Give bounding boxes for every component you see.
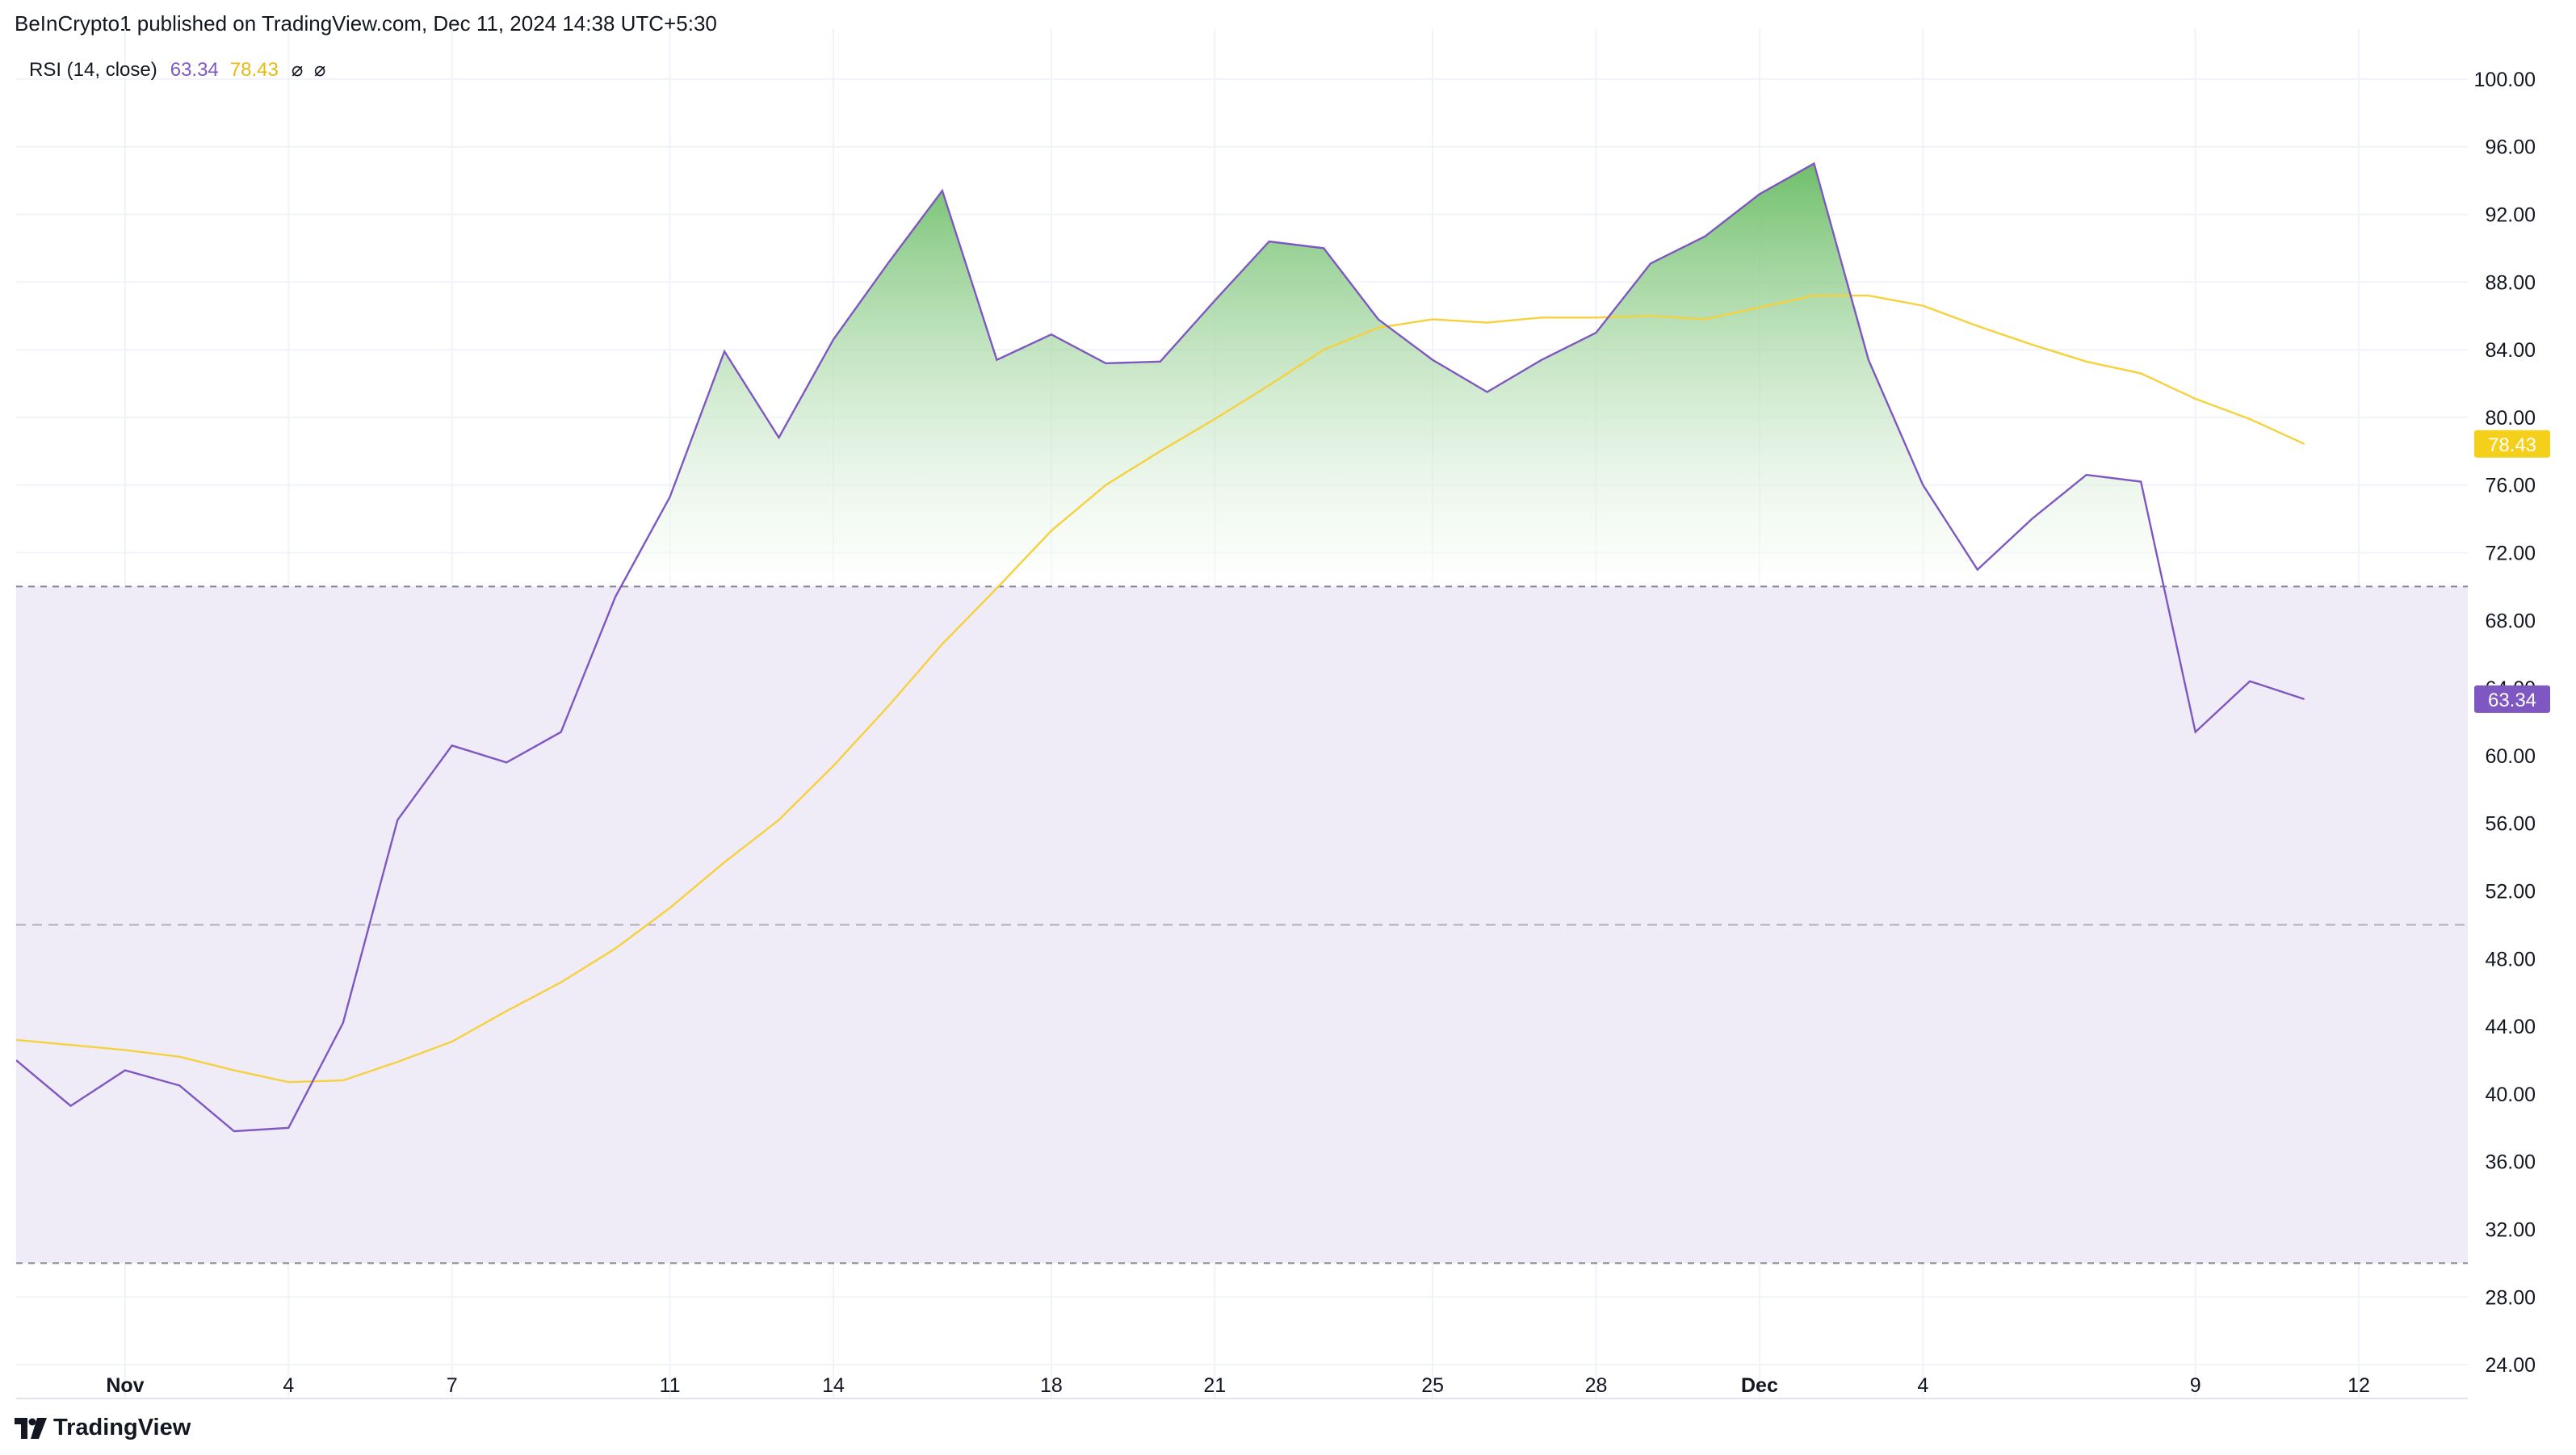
x-tick-label: Nov: [106, 1374, 144, 1397]
ma-price-badge: 78.43: [2474, 430, 2550, 458]
y-tick-label: 96.00: [2485, 136, 2536, 159]
x-tick-label: 18: [1040, 1374, 1063, 1397]
overbought-fill: [16, 163, 2305, 587]
visibility-off-icon[interactable]: ⌀: [314, 59, 325, 81]
y-tick-label: 92.00: [2485, 204, 2536, 227]
y-tick-label: 80.00: [2485, 407, 2536, 430]
x-tick-label: 11: [660, 1374, 681, 1397]
x-axis: Nov 4 7 11 14 18 21 25 28 Dec 4 9 12: [106, 1374, 2370, 1397]
y-tick-label: 40.00: [2485, 1084, 2536, 1106]
visibility-off-icon[interactable]: ⌀: [292, 59, 303, 81]
x-tick-label: 25: [1421, 1374, 1444, 1397]
y-tick-label: 100.00: [2474, 69, 2536, 91]
y-tick-label: 84.00: [2485, 339, 2536, 362]
ma-badge-value: 78.43: [2488, 434, 2536, 456]
y-tick-label: 76.00: [2485, 475, 2536, 497]
legend[interactable]: RSI (14, close) 63.34 78.43 ⌀ ⌀: [29, 59, 325, 81]
y-tick-label: 24.00: [2485, 1354, 2536, 1377]
y-tick-label: 48.00: [2485, 948, 2536, 971]
legend-ma-value: 78.43: [230, 59, 279, 81]
tradingview-logo[interactable]: TradingView: [15, 1415, 191, 1441]
y-tick-label: 28.00: [2485, 1286, 2536, 1309]
legend-rsi-value: 63.34: [170, 59, 219, 81]
x-tick-label: Dec: [1741, 1374, 1778, 1397]
x-tick-label: 4: [283, 1374, 294, 1397]
tradingview-logo-icon: [15, 1417, 47, 1439]
rsi-badge-background: [2474, 685, 2550, 713]
tradingview-logo-text: TradingView: [53, 1415, 191, 1440]
y-tick-label: 44.00: [2485, 1016, 2536, 1038]
x-tick-label: 14: [822, 1374, 845, 1397]
y-tick-label: 88.00: [2485, 271, 2536, 294]
y-tick-label: 52.00: [2485, 881, 2536, 904]
legend-title: RSI (14, close): [29, 59, 157, 81]
y-tick-label: 60.00: [2485, 745, 2536, 768]
rsi-line: [16, 161, 2305, 1133]
y-tick-label: 56.00: [2485, 813, 2536, 836]
y-tick-label: 68.00: [2485, 610, 2536, 632]
series-lines: [16, 161, 2305, 1133]
x-tick-label: 7: [447, 1374, 458, 1397]
x-tick-label: 21: [1203, 1374, 1226, 1397]
ma-line: [16, 294, 2305, 1084]
x-tick-label: 12: [2347, 1374, 2370, 1397]
x-tick-label: 28: [1585, 1374, 1608, 1397]
rsi-badge-value: 63.34: [2488, 690, 2536, 711]
ma-badge-background: [2474, 430, 2550, 458]
rsi-price-badge: 63.34: [2474, 685, 2550, 713]
band-lines: [16, 585, 2468, 1264]
y-axis: 100.00 96.00 92.00 88.00 84.00 80.00 76.00 72.0…: [2474, 69, 2536, 1377]
x-tick-label: 9: [2190, 1374, 2201, 1397]
y-tick-label: 72.00: [2485, 543, 2536, 565]
y-tick-label: 32.00: [2485, 1219, 2536, 1242]
x-tick-label: 4: [1917, 1374, 1928, 1397]
publisher-header: BeInCrypto1 published on TradingView.com…: [15, 11, 717, 36]
y-tick-label: 36.00: [2485, 1151, 2536, 1174]
